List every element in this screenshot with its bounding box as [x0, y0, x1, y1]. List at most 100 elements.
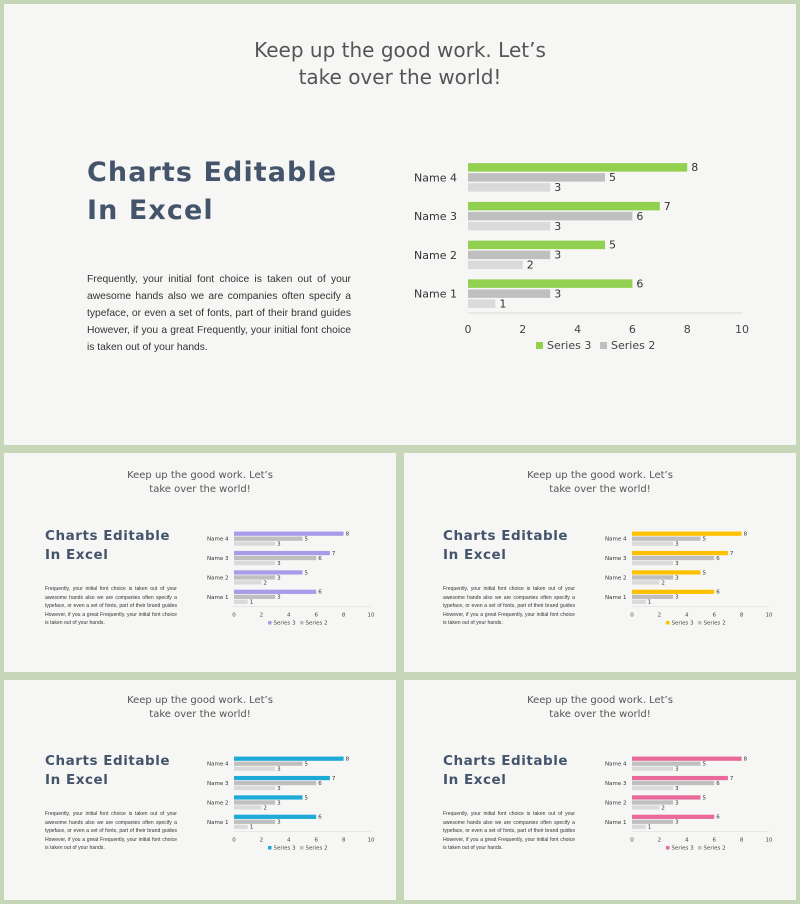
bar-value-label: 7	[332, 551, 336, 557]
bar	[468, 240, 605, 250]
legend-swatch	[698, 621, 702, 625]
bar	[632, 594, 674, 599]
x-tick-label: 4	[287, 613, 291, 619]
x-tick-label: 0	[630, 613, 634, 619]
bar-value-label: 3	[277, 575, 281, 581]
legend-label: Series 2	[704, 846, 726, 852]
bar	[632, 589, 715, 594]
bar	[234, 766, 276, 771]
bar	[632, 761, 701, 766]
bar	[234, 824, 248, 829]
slide-title: Charts Editable In Excel	[45, 527, 170, 565]
bar-value-label: 5	[305, 537, 309, 543]
x-tick-label: 10	[735, 323, 749, 336]
category-label: Name 2	[207, 800, 228, 806]
x-tick-label: 10	[368, 613, 375, 619]
legend-label: Series 2	[306, 846, 328, 852]
bar	[632, 555, 715, 561]
header-line-2: take over the world!	[549, 483, 651, 495]
category-label: Name 3	[605, 781, 627, 787]
x-tick-label: 8	[740, 838, 744, 844]
bar-value-label: 6	[716, 556, 720, 562]
x-tick-label: 6	[712, 613, 716, 619]
x-tick-label: 4	[685, 613, 689, 619]
slide-header: Keep up the good work. Let’s take over t…	[4, 37, 796, 91]
bar	[468, 183, 551, 192]
slide-title: Charts Editable In Excel	[443, 527, 568, 565]
x-tick-label: 6	[629, 323, 636, 336]
bar-chart: 6 3 1 Name 1 5 3 2 Name 2 7 6 3 Name 3 8 5 3 Name 4 0 2 4 6…	[408, 154, 749, 352]
category-label: Name 4	[207, 537, 229, 543]
bar-value-label: 3	[675, 561, 679, 567]
bar	[234, 575, 276, 580]
bar	[632, 800, 674, 805]
x-tick-label: 0	[465, 323, 472, 336]
category-label: Name 4	[605, 762, 627, 768]
bar	[234, 756, 344, 761]
x-tick-label: 10	[368, 838, 375, 844]
body-text: Frequently, your initial font choice is …	[45, 586, 177, 626]
legend-swatch	[536, 342, 543, 349]
bar-value-label: 5	[609, 171, 616, 184]
bar	[234, 800, 276, 805]
x-tick-label: 4	[685, 838, 689, 844]
bar-chart: 6 3 1 Name 1 5 3 2 Name 2 7 6 3 Name 3 8 5 3 Name 4 0 2 4 6…	[602, 752, 773, 852]
legend-label: Series 3	[274, 846, 297, 852]
bar-chart: 6 3 1 Name 1 5 3 2 Name 2 7 6 3 Name 3 8 5 3 Name 4 0 2 4 6…	[204, 752, 375, 852]
header-line-1: Keep up the good work. Let’s	[127, 470, 273, 481]
bar-value-label: 2	[527, 259, 534, 272]
bar-value-label: 6	[318, 781, 322, 787]
slide-main: Keep up the good work. Let’s take over t…	[4, 4, 796, 445]
bar-value-label: 6	[636, 210, 643, 223]
bar	[234, 814, 317, 819]
x-tick-label: 10	[766, 838, 773, 844]
legend-label: Series 2	[611, 339, 655, 352]
bar-value-label: 1	[250, 600, 254, 606]
body-text: Frequently, your initial font choice is …	[443, 586, 575, 626]
slide-variant-4: Keep up the good work. Let’s take over t…	[404, 680, 796, 900]
x-tick-label: 2	[260, 838, 264, 844]
chart-svg: 6 3 1 Name 1 5 3 2 Name 2 7 6 3 Name 3 8 5 3 Name 4 0 2 4 6…	[207, 756, 375, 852]
legend-label: Series 2	[704, 621, 726, 627]
bar-value-label: 7	[730, 776, 734, 782]
x-tick-label: 0	[232, 613, 236, 619]
slide-header: Keep up the good work. Let’s take over t…	[404, 469, 796, 496]
bar	[234, 761, 303, 766]
bar	[632, 766, 674, 771]
bar-value-label: 3	[554, 249, 561, 262]
title-line-1: Charts Editable	[443, 753, 569, 769]
header-line-1: Keep up the good work. Let’s	[254, 38, 546, 62]
bar	[234, 775, 330, 781]
slide-title: Charts Editable In Excel	[45, 752, 170, 790]
category-label: Name 1	[207, 595, 228, 601]
bar	[234, 550, 330, 556]
bar-value-label: 3	[554, 287, 561, 300]
bar-value-label: 8	[346, 532, 350, 538]
bar-value-label: 1	[250, 825, 254, 831]
bar-value-label: 3	[277, 800, 281, 806]
bar	[468, 279, 633, 288]
legend-swatch	[666, 846, 670, 850]
x-tick-label: 10	[766, 613, 773, 619]
x-tick-label: 6	[314, 613, 318, 619]
bar-value-label: 7	[664, 200, 671, 213]
bar-chart: 6 3 1 Name 1 5 3 2 Name 2 7 6 3 Name 3 8 5 3 Name 4 0 2 4 6…	[602, 527, 773, 627]
bar-value-label: 5	[305, 762, 309, 768]
category-label: Name 2	[414, 249, 457, 262]
slide-title: Charts Editable In Excel	[443, 752, 568, 790]
slide-title: Charts Editable In Excel	[87, 154, 337, 230]
bar	[632, 795, 701, 800]
bar-value-label: 1	[499, 297, 506, 310]
bar-value-label: 3	[675, 800, 679, 806]
bar	[632, 575, 674, 580]
x-tick-label: 2	[658, 838, 662, 844]
bar-value-label: 2	[661, 805, 665, 811]
bar	[632, 560, 674, 566]
bar-value-label: 5	[305, 795, 309, 801]
legend-swatch	[698, 846, 702, 850]
bar	[632, 819, 674, 824]
bar	[234, 555, 317, 561]
category-label: Name 3	[207, 556, 229, 562]
bar-value-label: 5	[703, 537, 707, 543]
bar	[632, 550, 728, 556]
